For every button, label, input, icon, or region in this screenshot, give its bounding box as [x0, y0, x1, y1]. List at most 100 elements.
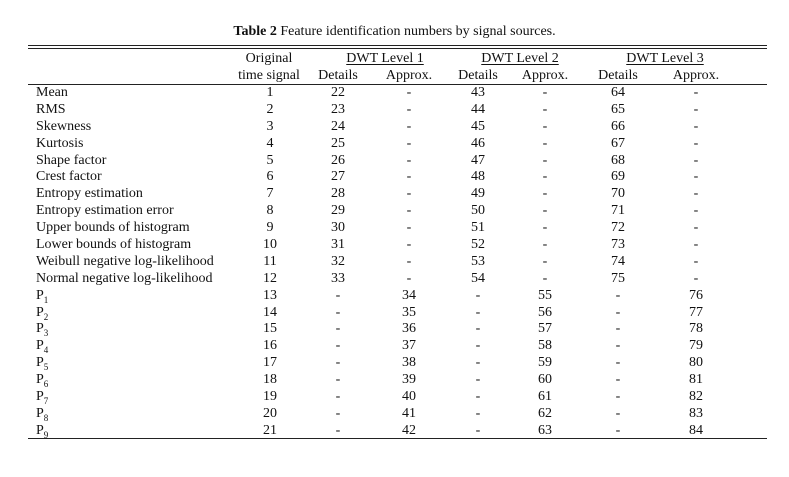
- feature-label: Upper bounds of histogram: [36, 220, 190, 236]
- feature-id-cell: -: [335, 355, 341, 371]
- feature-subscript: 4: [43, 345, 49, 356]
- feature-id-cell: 68: [611, 152, 625, 168]
- feature-id-cell: 51: [471, 220, 485, 236]
- feature-name: Weibull negative log-likelihood: [36, 254, 214, 271]
- table-caption-label: Table 2: [233, 24, 277, 39]
- feature-subscript: 1: [43, 294, 49, 305]
- table-row: P1 13 - 34 - 55 - 76: [0, 288, 789, 305]
- feature-id-cell: -: [542, 169, 548, 185]
- feature-id-cell: -: [542, 101, 548, 117]
- table-row: Upper bounds of histogram 9 30 - 51 - 72 -: [0, 220, 789, 237]
- feature-id-cell: 81: [689, 372, 703, 388]
- feature-label: P: [36, 422, 44, 438]
- original-id-cell: 18: [263, 372, 277, 388]
- feature-id-cell: 45: [471, 118, 485, 134]
- feature-id-cell: -: [475, 372, 481, 388]
- table-row: Entropy estimation 7 28 - 49 - 70 -: [0, 186, 789, 203]
- feature-id-cell: 83: [689, 405, 703, 421]
- feature-label: Mean: [36, 85, 68, 100]
- feature-name: Normal negative log-likelihood: [36, 271, 213, 288]
- feature-id-cell: 84: [689, 422, 703, 438]
- table-row: Weibull negative log-likelihood 11 32 - 53 - 7…: [0, 254, 789, 271]
- feature-id-cell: -: [335, 304, 341, 320]
- feature-id-cell: -: [335, 372, 341, 388]
- feature-name: RMS: [36, 102, 66, 119]
- feature-name: Entropy estimation error: [36, 203, 174, 220]
- header-group-dwt-level-2: DWT Level 2: [481, 51, 559, 66]
- feature-id-cell: 63: [538, 422, 552, 438]
- feature-id-cell: -: [406, 220, 412, 236]
- feature-id-cell: 42: [402, 422, 416, 438]
- feature-id-cell: 41: [402, 405, 416, 421]
- feature-name: P1: [36, 288, 48, 305]
- feature-label: P: [36, 287, 44, 303]
- original-id-cell: 3: [266, 118, 274, 134]
- feature-name: P8: [36, 406, 48, 423]
- feature-label: RMS: [36, 101, 66, 117]
- feature-label: Weibull negative log-likelihood: [36, 253, 214, 269]
- table-row: P9 21 - 42 - 63 - 84: [0, 423, 789, 440]
- feature-id-cell: 28: [331, 186, 345, 202]
- original-id-cell: 14: [263, 304, 277, 320]
- header-group-dwt-level-3: DWT Level 3: [626, 51, 704, 66]
- feature-name: P7: [36, 389, 48, 406]
- original-id-cell: 2: [266, 101, 274, 117]
- feature-label: P: [36, 405, 44, 421]
- feature-id-cell: -: [693, 169, 699, 185]
- original-id-cell: 4: [266, 135, 274, 151]
- feature-name: Lower bounds of histogram: [36, 237, 191, 254]
- feature-id-cell: 39: [402, 372, 416, 388]
- table-body: Mean 1 22-43-64- RMS 2 23-44-65- Skewness 3 24-4…: [0, 85, 789, 440]
- feature-id-cell: 64: [611, 85, 625, 100]
- header-subcol-details-2: Details: [458, 68, 498, 83]
- feature-id-cell: -: [693, 135, 699, 151]
- feature-id-cell: -: [542, 135, 548, 151]
- feature-name: P2: [36, 305, 48, 322]
- feature-id-cell: -: [475, 338, 481, 354]
- feature-id-cell: -: [335, 405, 341, 421]
- feature-id-cell: 30: [331, 220, 345, 236]
- header-group-dwt-level-1: DWT Level 1: [346, 51, 424, 66]
- original-id-cell: 20: [263, 405, 277, 421]
- feature-label: Lower bounds of histogram: [36, 237, 192, 253]
- feature-id-cell: 22: [331, 85, 345, 100]
- feature-label: Kurtosis: [36, 135, 84, 151]
- feature-name: Skewness: [36, 119, 91, 136]
- table-row: P6 18 - 39 - 60 - 81: [0, 372, 789, 389]
- feature-id-cell: 78: [689, 321, 703, 337]
- feature-id-cell: 55: [538, 287, 552, 303]
- feature-id-cell: 75: [611, 270, 625, 286]
- feature-name: P4: [36, 338, 48, 355]
- feature-id-cell: -: [693, 152, 699, 168]
- feature-id-cell: 49: [471, 186, 485, 202]
- header-subcol-approx-3: Approx.: [672, 68, 720, 83]
- feature-label: Shape factor: [36, 152, 107, 168]
- feature-id-cell: -: [475, 304, 481, 320]
- feature-label: P: [36, 304, 44, 320]
- feature-name: Upper bounds of histogram: [36, 220, 190, 237]
- feature-id-cell: -: [475, 422, 481, 438]
- feature-id-cell: 65: [611, 101, 625, 117]
- table-caption-text: Feature identification numbers by signal…: [280, 24, 556, 39]
- table-row: P5 17 - 38 - 59 - 80: [0, 355, 789, 372]
- table-row: Skewness 3 24 - 45 - 66 -: [0, 119, 789, 136]
- feature-id-cell: -: [542, 152, 548, 168]
- feature-id-cell: 57: [538, 321, 552, 337]
- original-id-cell: 5: [266, 152, 274, 168]
- feature-id-cell: 74: [611, 253, 625, 269]
- feature-id-cell: 37: [402, 338, 416, 354]
- feature-id-cell: -: [693, 203, 699, 219]
- original-id-cell: 13: [263, 287, 277, 303]
- feature-id-cell: -: [542, 237, 548, 253]
- feature-id-cell: 52: [471, 237, 485, 253]
- feature-id-cell: 33: [331, 270, 345, 286]
- feature-id-cell: -: [615, 304, 621, 320]
- feature-name: Mean: [36, 85, 68, 102]
- feature-id-cell: -: [542, 270, 548, 286]
- original-id-cell: 9: [266, 220, 274, 236]
- feature-name: P3: [36, 321, 48, 338]
- feature-id-cell: 59: [538, 355, 552, 371]
- feature-id-cell: 43: [471, 85, 485, 100]
- feature-name: P9: [36, 423, 48, 440]
- feature-id-cell: -: [615, 287, 621, 303]
